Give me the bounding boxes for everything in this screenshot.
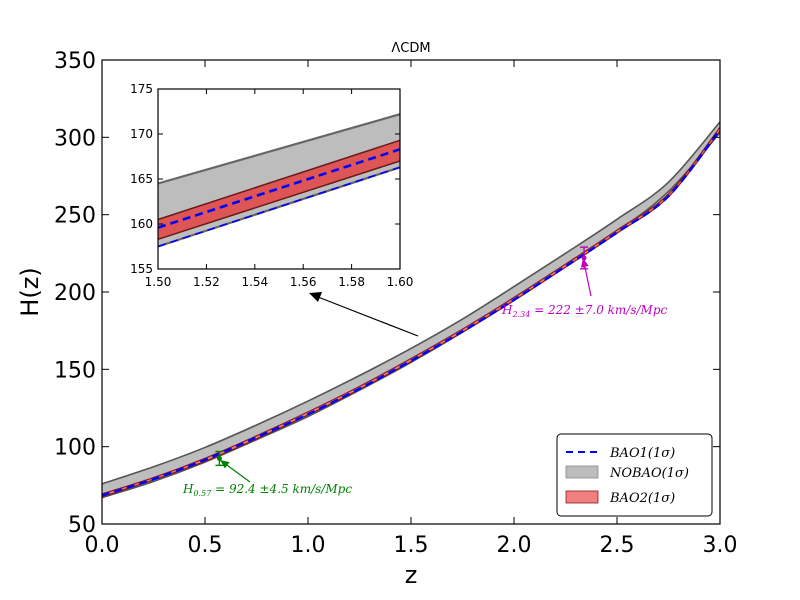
- inset-bao2-upper-edge: [157, 139, 401, 221]
- legend-label-bao2: BAO2(1σ): [609, 491, 675, 506]
- inset-x-tick-label: 1.58: [338, 275, 365, 289]
- inset-nobao-upper-edge: [157, 113, 401, 185]
- inset-x-tick-label: 1.50: [145, 275, 172, 289]
- data-point-marker: [216, 455, 222, 461]
- y-tick-label: 150: [54, 358, 96, 383]
- annotation-arrowhead: [220, 460, 230, 469]
- inset-content: [157, 113, 401, 248]
- y-tick-label: 100: [54, 436, 96, 461]
- inset-bao1-line: [157, 148, 401, 229]
- y-tick-label: 250: [54, 204, 96, 229]
- y-axis-title: H(z): [16, 267, 44, 316]
- axis-ticks: 0.0 0.5 1.0 1.5 2.0 2.5 3.0 50 100 150 200 250 300 35…: [54, 49, 738, 558]
- inset-ticks: 1.50 1.52 1.54 1.56 1.58 1.60 155 160 165 170 175: [130, 82, 413, 289]
- annotation-symbol: H: [182, 482, 194, 496]
- chart-title: ΛCDM: [391, 41, 430, 56]
- main-bands: [101, 121, 721, 499]
- x-tick-label: 1.5: [394, 533, 429, 558]
- legend-swatch-bao2: [565, 490, 599, 504]
- y-tick-label: 200: [54, 281, 96, 306]
- inset-plot: 1.50 1.52 1.54 1.56 1.58 1.60 155 160 165 170 175: [130, 82, 413, 289]
- inset-bao1-lower-line: [157, 166, 401, 248]
- inset-x-tick-label: 1.56: [290, 275, 317, 289]
- legend-label-nobao: NOBAO(1σ): [609, 466, 689, 481]
- y-tick-label: 300: [54, 126, 96, 151]
- x-tick-label: 3.0: [703, 533, 738, 558]
- inset-bao2-band: [158, 140, 400, 240]
- x-tick-label: 2.0: [497, 533, 532, 558]
- main-lines: [101, 128, 721, 497]
- data-point-annotation: H2.34 = 222 ±7.0 km/s/Mpc: [501, 303, 668, 319]
- x-axis-title: z: [405, 561, 418, 589]
- annotation-arrowhead: [580, 258, 589, 268]
- inset-y-tick-label: 155: [130, 262, 153, 276]
- x-tick-label: 0.0: [85, 533, 120, 558]
- annotation-subscript: 0.57: [193, 489, 212, 498]
- x-tick-label: 0.5: [188, 533, 223, 558]
- x-tick-label: 1.0: [291, 533, 326, 558]
- annotation-value: = 92.4 ±4.5 km/s/Mpc: [211, 482, 352, 496]
- inset-pointer-arrow: [309, 292, 419, 337]
- legend-label-bao1: BAO1(1σ): [609, 446, 675, 461]
- inset-x-tick-label: 1.52: [193, 275, 220, 289]
- inset-y-tick-label: 170: [130, 127, 153, 141]
- inset-x-tick-label: 1.60: [387, 275, 414, 289]
- legend-swatch-nobao: [565, 465, 599, 479]
- y-tick-label: 50: [68, 513, 96, 538]
- annotation-value: = 222 ±7.0 km/s/Mpc: [530, 303, 667, 317]
- annotation-subscript: 2.34: [511, 310, 530, 319]
- y-tick-label: 350: [54, 49, 96, 74]
- inset-y-tick-label: 160: [130, 217, 153, 231]
- bao2-band-upper-edge: [101, 126, 721, 495]
- x-tick-label: 2.5: [600, 533, 635, 558]
- legend: BAO1(1σ) NOBAO(1σ) BAO2(1σ): [556, 433, 713, 517]
- inset-y-tick-label: 175: [130, 82, 153, 96]
- data-point-annotation: H0.57 = 92.4 ±4.5 km/s/Mpc: [182, 482, 352, 498]
- inset-bao2-lower-edge: [157, 160, 401, 241]
- bao1-line: [101, 128, 721, 497]
- inset-x-tick-label: 1.54: [241, 275, 268, 289]
- annotation-symbol: H: [501, 303, 513, 317]
- nobao-band-upper-edge: [101, 121, 721, 485]
- inset-y-tick-label: 165: [130, 172, 153, 186]
